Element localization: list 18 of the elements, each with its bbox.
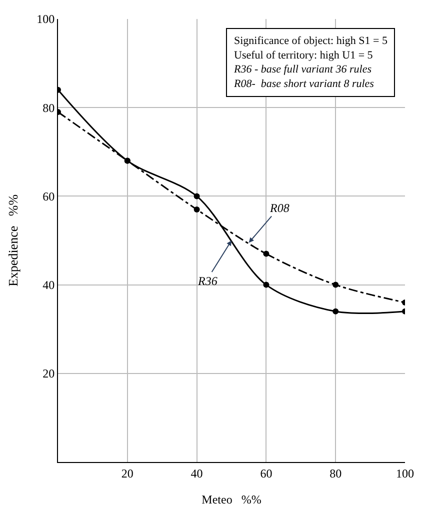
x-tick-label: 40 bbox=[190, 466, 203, 480]
x-tick-label: 20 bbox=[121, 466, 134, 480]
y-tick-label: 40 bbox=[42, 278, 55, 292]
annotation: Significance of object: high S1 = 5 bbox=[234, 35, 388, 47]
x-tick-label: 100 bbox=[396, 466, 414, 480]
y-tick-label: 100 bbox=[36, 12, 55, 26]
y-tick-label: 60 bbox=[42, 189, 55, 204]
annotation: R36 bbox=[197, 274, 218, 288]
annotation: R36 - base full variant 36 rules bbox=[233, 64, 372, 76]
x-axis-title: Meteo %% bbox=[202, 492, 262, 506]
y-tick-label: 80 bbox=[42, 100, 55, 115]
annotation: R08- base short variant 8 rules bbox=[233, 78, 374, 90]
x-tick-label: 60 bbox=[260, 466, 272, 480]
y-axis-title: Expedience %% bbox=[6, 194, 21, 287]
annotation: Useful of territory: high U1 = 5 bbox=[234, 49, 374, 62]
x-tick-label: 80 bbox=[330, 466, 342, 480]
annotation: R08 bbox=[269, 201, 290, 215]
y-tick-label: 20 bbox=[42, 366, 55, 381]
